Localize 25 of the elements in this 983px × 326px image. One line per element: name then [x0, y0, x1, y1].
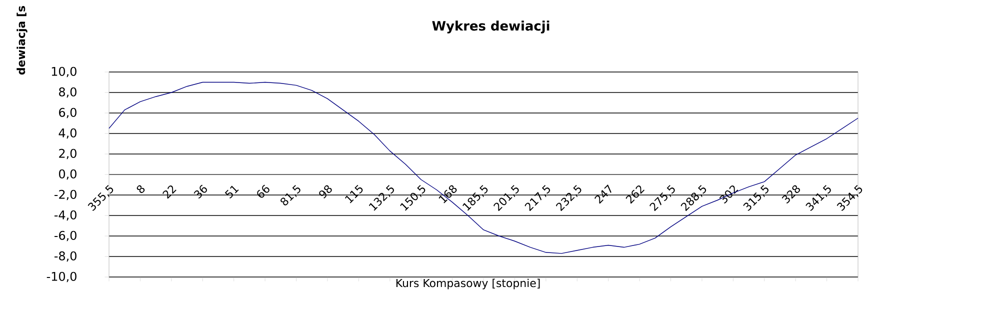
y-tick-label: -6,0 — [54, 230, 76, 242]
x-tick-label: 66 — [257, 184, 270, 198]
y-tick-label: 8,0 — [59, 87, 76, 98]
y-tick-label: -8,0 — [54, 251, 76, 262]
x-tick-label: 22 — [162, 186, 176, 199]
x-tick-label: 168 — [438, 185, 457, 204]
y-tick-label: 6,0 — [59, 108, 76, 118]
y-tick-label: 4,0 — [58, 128, 76, 139]
x-tick-label: 8 — [136, 185, 145, 194]
y-tick-label: 10,0 — [52, 66, 76, 78]
chart-title: Wykres dewiacji — [432, 20, 550, 34]
y-tick-label: -10,0 — [46, 272, 76, 282]
x-tick-label: 302 — [719, 186, 738, 204]
y-axis-title: dewiacja [s — [16, 6, 28, 75]
x-tick-label: 36 — [194, 184, 207, 199]
x-tick-label: 328 — [782, 185, 800, 204]
y-tick-label: 2,0 — [59, 148, 76, 160]
x-tick-label: 115 — [345, 184, 363, 204]
x-axis-title: Kurs Kompasowy [stopnie] — [396, 278, 540, 290]
y-tick-label: 0,0 — [59, 169, 76, 180]
y-tick-label: -2,0 — [54, 190, 76, 200]
x-tick-label: 98 — [319, 185, 332, 198]
x-tick-label: 51 — [224, 186, 239, 199]
y-tick-label: -4,0 — [54, 210, 76, 221]
x-tick-label: 262 — [626, 186, 645, 204]
